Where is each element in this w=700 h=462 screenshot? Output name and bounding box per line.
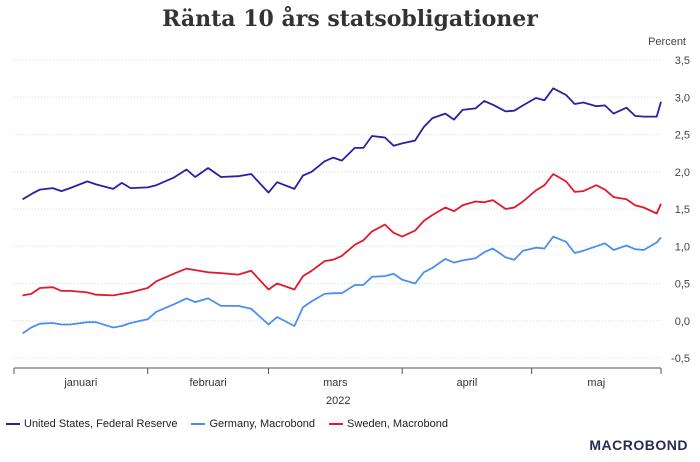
y-tick-label: 3,5: [675, 55, 690, 67]
x-tick-label: maj: [587, 377, 605, 389]
legend-item-us: United States, Federal Reserve: [6, 418, 177, 430]
legend-item-germany: Germany, Macrobond: [191, 418, 315, 430]
chart-title: Ränta 10 års statsobligationer: [162, 6, 538, 32]
y-tick-label: -0,5: [671, 353, 690, 365]
legend-label-sweden: Sweden, Macrobond: [347, 418, 448, 430]
x-tick-label: april: [457, 377, 478, 389]
series-line-1: [22, 235, 662, 335]
y-tick-label: 3,0: [675, 92, 690, 104]
y-tick-label: 2,0: [675, 167, 690, 179]
y-tick-label: 0,5: [675, 279, 690, 291]
series-line-2: [22, 173, 662, 297]
y-unit-label: Percent: [648, 36, 686, 48]
x-tick-label: januari: [63, 377, 97, 389]
y-tick-label: 1,0: [675, 241, 690, 253]
legend-swatch-us: [6, 423, 20, 425]
x-tick-label: februari: [189, 377, 226, 389]
series-line-0: [22, 87, 662, 201]
y-tick-label: 0,0: [675, 316, 690, 328]
legend: United States, Federal Reserve Germany, …: [6, 418, 448, 430]
legend-item-sweden: Sweden, Macrobond: [329, 418, 448, 430]
y-tick-label: 1,5: [675, 204, 690, 216]
brand-logo: MACROBOND: [589, 437, 688, 453]
x-axis-year-label: 2022: [326, 395, 351, 407]
legend-swatch-sweden: [329, 423, 344, 425]
legend-swatch-germany: [191, 423, 206, 425]
y-tick-label: 2,5: [675, 130, 690, 142]
legend-label-germany: Germany, Macrobond: [209, 418, 316, 430]
x-tick-label: mars: [323, 377, 348, 389]
legend-label-us: United States, Federal Reserve: [24, 418, 178, 430]
